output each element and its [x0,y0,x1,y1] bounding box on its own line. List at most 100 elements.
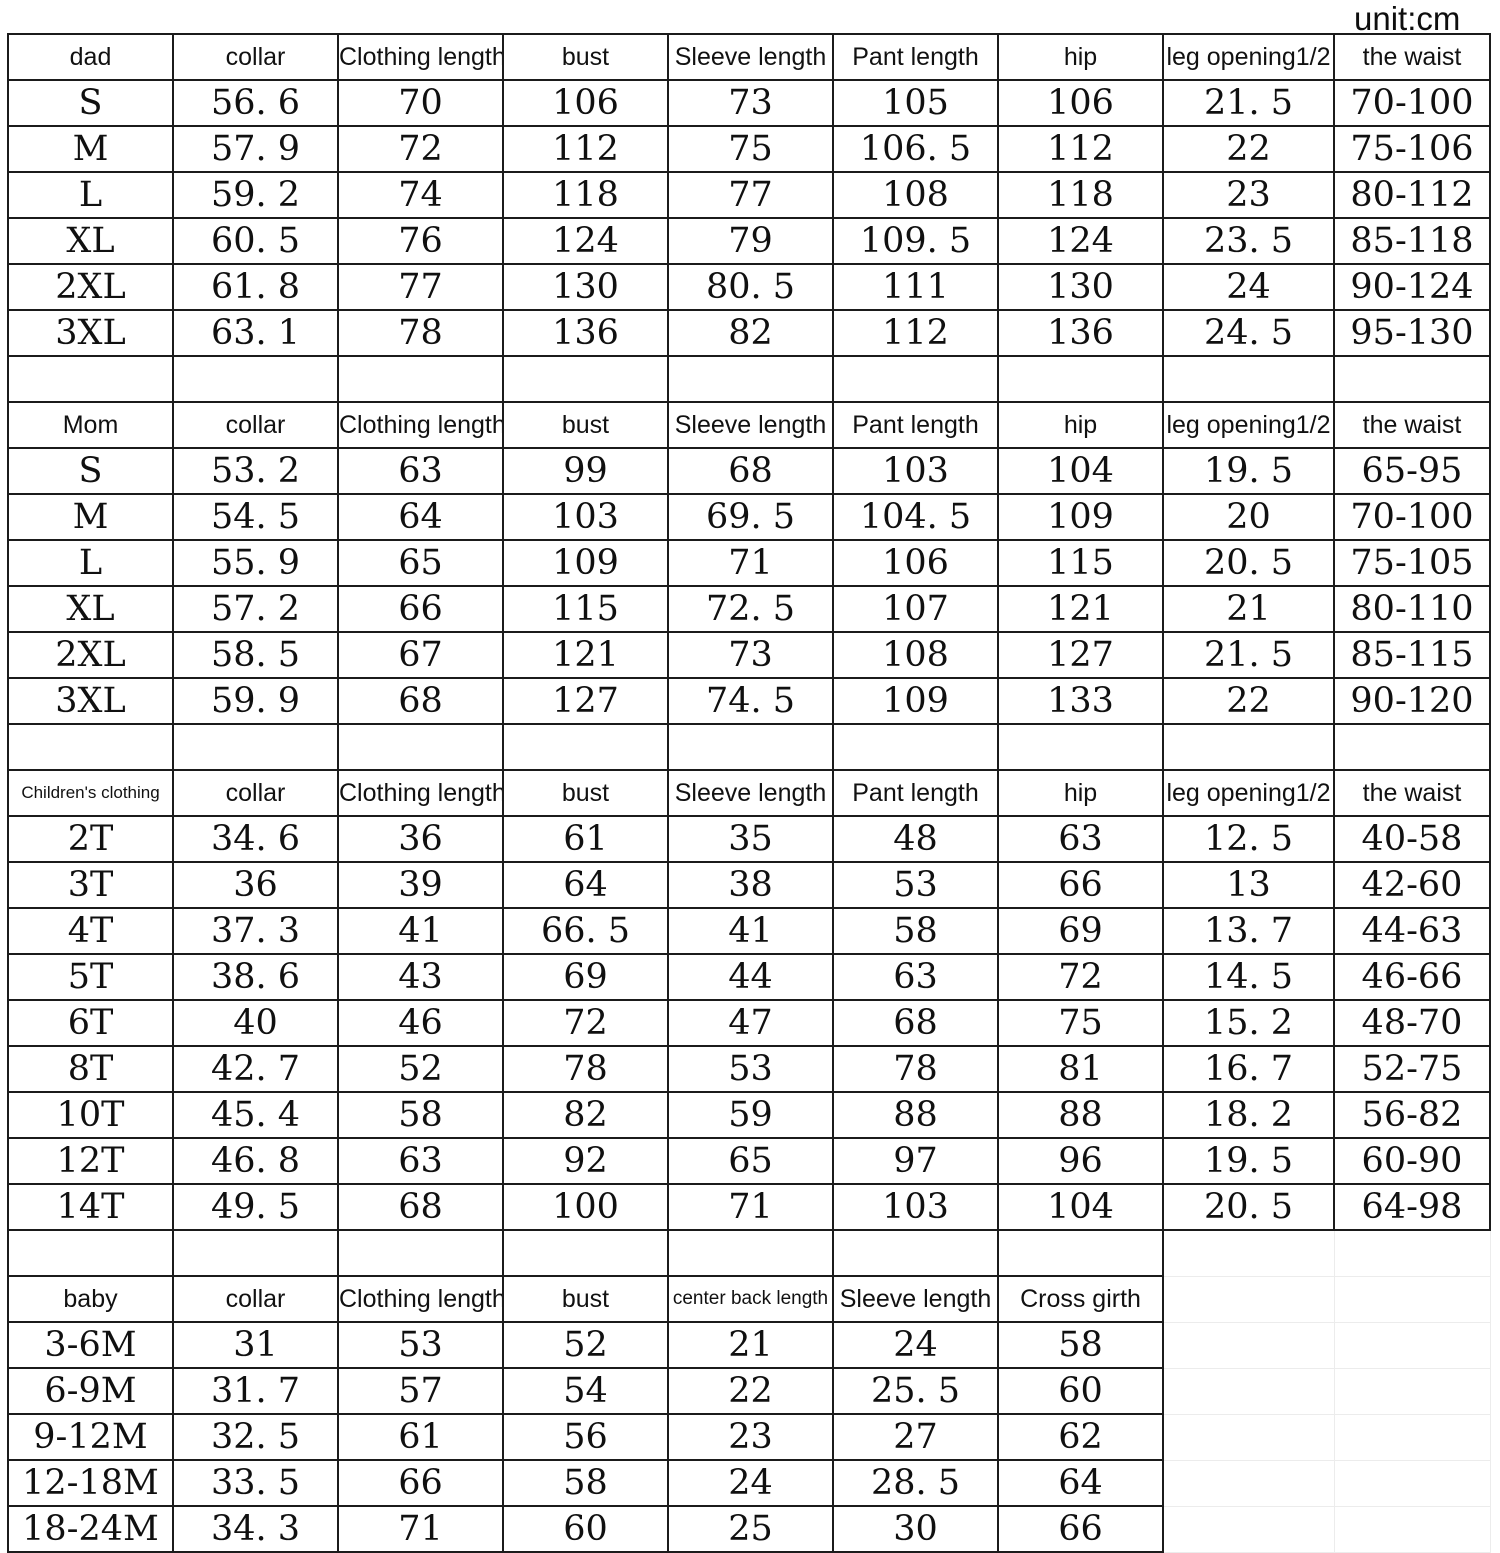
baby-data-row: 6-9M 31. 7 57 54 22 25. 5 60 [7,1367,1491,1415]
value-cell: 52-75 [1333,1045,1491,1093]
value-cell: 66 [997,1505,1164,1553]
value-cell: 103 [832,447,999,495]
value-cell: 47 [667,999,834,1047]
mom-data-row: 3XL 59. 9 68 127 74. 5 109 133 22 90-120 [7,677,1491,725]
size-label: L [7,171,174,219]
value-cell: 85-118 [1333,217,1491,265]
value-cell: 58 [832,907,999,955]
value-cell: 106 [832,539,999,587]
value-cell: 78 [832,1045,999,1093]
value-cell: 45. 4 [172,1091,339,1139]
mom-header-row: Mom collar Clothing length bust Sleeve lengt… [7,401,1491,449]
value-cell: 69 [502,953,669,1001]
value-cell: 124 [502,217,669,265]
value-cell: 77 [667,171,834,219]
value-cell: 44 [667,953,834,1001]
value-cell: 44-63 [1333,907,1491,955]
value-cell: 75-106 [1333,125,1491,173]
value-cell: 58 [502,1459,669,1507]
value-cell: 39 [337,861,504,909]
value-cell: 66 [997,861,1164,909]
value-cell: 21. 5 [1162,79,1335,127]
value-cell: 23. 5 [1162,217,1335,265]
value-cell: 108 [832,631,999,679]
spacer-cell [7,1229,174,1277]
value-cell: 24 [832,1321,999,1369]
ghost-cell [1333,1275,1491,1323]
spacer-cell [1162,723,1335,771]
ghost-cell [1162,1321,1335,1369]
value-cell: 115 [997,539,1164,587]
mom-data-row: L 55. 9 65 109 71 106 115 20. 5 75-105 [7,539,1491,587]
value-cell: 38. 6 [172,953,339,1001]
spacer-cell [667,723,834,771]
value-cell: 49. 5 [172,1183,339,1231]
value-cell: 68 [337,677,504,725]
mom-section-label: Mom [7,401,174,449]
value-cell: 71 [337,1505,504,1553]
value-cell: 28. 5 [832,1459,999,1507]
value-cell: 109 [832,677,999,725]
value-cell: 46 [337,999,504,1047]
value-cell: 127 [502,677,669,725]
value-cell: 61. 8 [172,263,339,311]
value-cell: 121 [502,631,669,679]
value-cell: 53 [832,861,999,909]
value-cell: 16. 7 [1162,1045,1335,1093]
size-label: 14T [7,1183,174,1231]
spacer-cell [832,355,999,403]
value-cell: 19. 5 [1162,1137,1335,1185]
ghost-cell [1333,1505,1491,1553]
value-cell: 56-82 [1333,1091,1491,1139]
value-cell: 65 [667,1137,834,1185]
value-cell: 72. 5 [667,585,834,633]
value-cell: 75 [997,999,1164,1047]
value-cell: 20 [1162,493,1335,541]
value-cell: 54. 5 [172,493,339,541]
value-cell: 69. 5 [667,493,834,541]
value-cell: 25. 5 [832,1367,999,1415]
baby-section-label: baby [7,1275,174,1323]
value-cell: 62 [997,1413,1164,1461]
value-cell: 106. 5 [832,125,999,173]
value-cell: 112 [502,125,669,173]
value-cell: 70 [337,79,504,127]
mom-data-row: S 53. 2 63 99 68 103 104 19. 5 65-95 [7,447,1491,495]
value-cell: 32. 5 [172,1413,339,1461]
column-header-the-waist: the waist [1333,33,1491,81]
size-label: 9-12M [7,1413,174,1461]
size-label: 18-24M [7,1505,174,1553]
value-cell: 53 [337,1321,504,1369]
value-cell: 40-58 [1333,815,1491,863]
value-cell: 99 [502,447,669,495]
value-cell: 69 [997,907,1164,955]
column-header-sleeve-length: Sleeve length [832,1275,999,1323]
value-cell: 63 [337,1137,504,1185]
baby-header-row: baby collar Clothing length bust center back… [7,1275,1491,1323]
value-cell: 63 [832,953,999,1001]
value-cell: 23 [667,1413,834,1461]
value-cell: 90-124 [1333,263,1491,311]
value-cell: 96 [997,1137,1164,1185]
value-cell: 130 [997,263,1164,311]
value-cell: 92 [502,1137,669,1185]
column-header-clothing-length: Clothing length [337,33,504,81]
column-header-bust: bust [502,33,669,81]
value-cell: 31. 7 [172,1367,339,1415]
children-data-row: 6T 40 46 72 47 68 75 15. 2 48-70 [7,999,1491,1047]
value-cell: 33. 5 [172,1459,339,1507]
value-cell: 133 [997,677,1164,725]
spacer-cell [997,723,1164,771]
value-cell: 85-115 [1333,631,1491,679]
spacer-cell [502,355,669,403]
value-cell: 59. 9 [172,677,339,725]
value-cell: 78 [502,1045,669,1093]
value-cell: 46-66 [1333,953,1491,1001]
value-cell: 60-90 [1333,1137,1491,1185]
value-cell: 13 [1162,861,1335,909]
value-cell: 24 [667,1459,834,1507]
size-chart-sheet: unit:cm dad collar Clothing length bust Slee… [7,0,1491,1553]
column-header-sleeve-length: Sleeve length [667,401,834,449]
value-cell: 80-110 [1333,585,1491,633]
mom-data-row: M 54. 5 64 103 69. 5 104. 5 109 20 70-100 [7,493,1491,541]
